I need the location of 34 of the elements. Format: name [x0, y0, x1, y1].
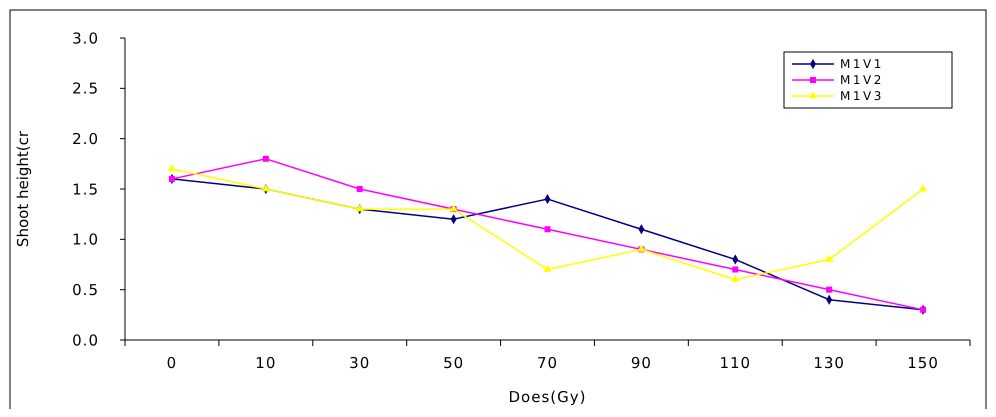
y-tick-label: 2.0: [72, 130, 99, 148]
point: [168, 176, 175, 182]
x-tick-label: 0: [166, 354, 178, 372]
x-tick-label: 130: [813, 354, 845, 372]
point: [731, 274, 740, 282]
y-tick-label: 3.0: [72, 29, 99, 48]
point: [262, 184, 270, 192]
x-tick-label: 110: [719, 354, 752, 372]
point: [356, 204, 364, 212]
x-tick-label: 10: [255, 354, 276, 372]
y-tick-label: 1.0: [72, 230, 99, 249]
y-tick-label: 0.0: [72, 331, 99, 350]
point: [732, 266, 738, 273]
y-tick-label: 0.5: [72, 280, 99, 299]
point: [918, 184, 928, 192]
point: [356, 186, 363, 192]
x-tick-label: 30: [349, 354, 370, 372]
point: [826, 286, 832, 293]
y-tick-label: 2.5: [72, 80, 99, 98]
legend-label: M1V2: [840, 73, 884, 88]
point: [168, 164, 176, 172]
legend-label: M1V3: [840, 89, 884, 104]
x-tick-label: 150: [907, 354, 939, 372]
point: [825, 254, 834, 262]
point: [544, 226, 550, 232]
x-tick-label: 90: [630, 354, 652, 372]
x-axis-title: Does(Gy): [508, 388, 586, 406]
y-axis-title: Shoot height(cr: [14, 130, 32, 248]
point: [262, 156, 269, 162]
x-tick-label: 50: [443, 354, 464, 372]
x-tick-label: 70: [536, 354, 558, 372]
y-tick-label: 1.5: [72, 180, 99, 198]
point: [543, 264, 552, 272]
legend-label: M1V1: [840, 57, 884, 72]
